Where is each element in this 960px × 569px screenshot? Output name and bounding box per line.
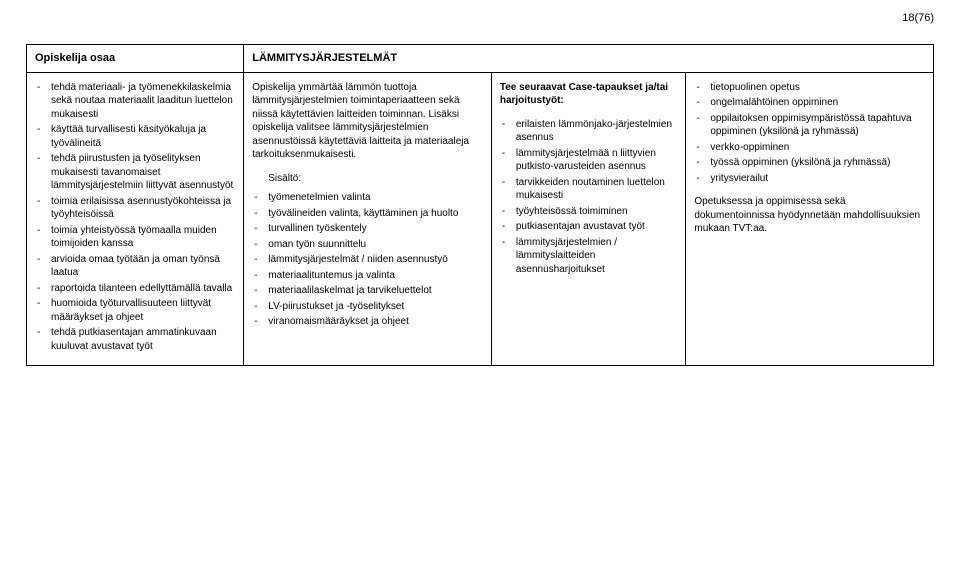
list-item: tehdä putkiasentajan ammatinkuvaan kuulu…: [35, 326, 235, 353]
table-body-row: tehdä materiaali- ja työmenekkilaskelmia…: [27, 72, 934, 366]
list-item: materiaalilaskelmat ja tarvikeluettelot: [252, 284, 483, 298]
list-item: arvioida omaa työtään ja oman työnsä laa…: [35, 253, 235, 280]
list-item: ongelmalähtöinen oppiminen: [694, 96, 925, 110]
table-header-row: Opiskelija osaa LÄMMITYSJÄRJESTELMÄT: [27, 45, 934, 73]
col-c-cell: Tee seuraavat Case-tapaukset ja/tai harj…: [491, 72, 686, 366]
col-b-sisalto-label: Sisältö:: [252, 172, 483, 186]
list-item: yritysvierailut: [694, 172, 925, 186]
col-d-cell: tietopuolinen opetus ongelmalähtöinen op…: [686, 72, 934, 366]
page: 18(76) Opiskelija osaa LÄMMITYSJÄRJESTEL…: [0, 0, 960, 569]
list-item: erilaisten lämmönjako-järjestelmien asen…: [500, 118, 678, 145]
list-item: oman työn suunnittelu: [252, 238, 483, 252]
col-b-list: työmenetelmien valinta työvälineiden val…: [252, 191, 483, 329]
col-c-list: erilaisten lämmönjako-järjestelmien asen…: [500, 118, 678, 277]
list-item: huomioida työturvallisuuteen liittyvät m…: [35, 297, 235, 324]
page-number: 18(76): [902, 12, 934, 24]
col-a-cell: tehdä materiaali- ja työmenekkilaskelmia…: [27, 72, 244, 366]
header-left: Opiskelija osaa: [27, 45, 244, 73]
col-d-list: tietopuolinen opetus ongelmalähtöinen op…: [694, 81, 925, 186]
header-right: LÄMMITYSJÄRJESTELMÄT: [244, 45, 934, 73]
col-b-intro: Opiskelija ymmärtää lämmön tuottoja lämm…: [252, 81, 483, 162]
col-c-heading: Tee seuraavat Case-tapaukset ja/tai harj…: [500, 81, 678, 108]
list-item: työssä oppiminen (yksilönä ja ryhmässä): [694, 156, 925, 170]
list-item: viranomaismääräykset ja ohjeet: [252, 315, 483, 329]
list-item: materiaalituntemus ja valinta: [252, 269, 483, 283]
list-item: tehdä piirustusten ja työselityksen muka…: [35, 152, 235, 193]
list-item: työyhteisössä toimiminen: [500, 205, 678, 219]
content-table: Opiskelija osaa LÄMMITYSJÄRJESTELMÄT teh…: [26, 44, 934, 366]
col-b-cell: Opiskelija ymmärtää lämmön tuottoja lämm…: [244, 72, 492, 366]
list-item: turvallinen työskentely: [252, 222, 483, 236]
col-d-footer: Opetuksessa ja oppimisessa sekä dokument…: [694, 195, 925, 236]
list-item: käyttää turvallisesti käsityökaluja ja t…: [35, 123, 235, 150]
list-item: toimia erilaisissa asennustyökohteissa j…: [35, 195, 235, 222]
list-item: LV-piirustukset ja -työselitykset: [252, 300, 483, 314]
list-item: verkko-oppiminen: [694, 141, 925, 155]
list-item: tarvikkeiden noutaminen luettelon mukais…: [500, 176, 678, 203]
list-item: toimia yhteistyössä työmaalla muiden toi…: [35, 224, 235, 251]
list-item: tietopuolinen opetus: [694, 81, 925, 95]
col-a-list-2: toimia erilaisissa asennustyökohteissa j…: [35, 195, 235, 354]
list-item: putkiasentajan avustavat työt: [500, 220, 678, 234]
list-item: raportoida tilanteen edellyttämällä tava…: [35, 282, 235, 296]
list-item: lämmitysjärjestelmien / lämmityslaitteid…: [500, 236, 678, 277]
list-item: tehdä materiaali- ja työmenekkilaskelmia…: [35, 81, 235, 122]
col-a-list-1: tehdä materiaali- ja työmenekkilaskelmia…: [35, 81, 235, 193]
list-item: työvälineiden valinta, käyttäminen ja hu…: [252, 207, 483, 221]
list-item: työmenetelmien valinta: [252, 191, 483, 205]
list-item: lämmitysjärjestelmät / niiden asennustyö: [252, 253, 483, 267]
list-item: lämmitysjärjestelmää n liittyvien putkis…: [500, 147, 678, 174]
list-item: oppilaitoksen oppimisympäristössä tapaht…: [694, 112, 925, 139]
